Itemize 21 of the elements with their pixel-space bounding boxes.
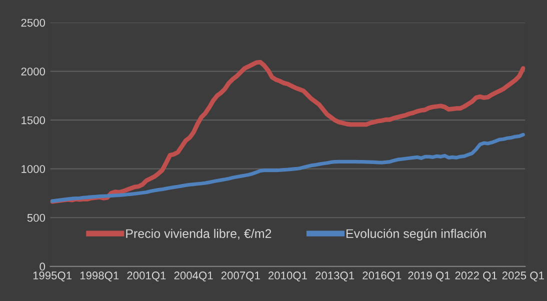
x-tick-label: 2019 Q1 [408,272,450,282]
y-tick-label: 1500 [22,116,46,124]
x-tick-label: 1998Q1 [80,272,119,282]
legend-label: Evolución según inflación [346,228,486,241]
x-tick-label: 2007Q1 [221,272,260,282]
x-tick-label: 2022 Q1 [455,272,497,282]
x-tick-label: 1995Q1 [33,272,72,282]
legend-label: Precio vivienda libre, €/m2 [126,228,272,240]
y-tick-label: 1000 [22,165,46,173]
line-series [50,60,526,204]
x-tick-label: 2001Q1 [127,272,166,282]
y-tick-label: 0 [40,262,46,271]
y-tick-label: 500 [27,214,46,222]
x-tick-label: 2016Q1 [362,272,402,282]
x-tick-label: 2025 Q1 [502,272,544,282]
x-tick-label: 2010Q1 [268,272,307,282]
x-tick-label: 2013Q1 [316,272,354,282]
x-tick-label: 2004Q1 [174,272,213,282]
line-series [50,132,525,203]
y-tick-label: 2000 [21,68,46,76]
y-tick-label: 2500 [21,18,46,27]
